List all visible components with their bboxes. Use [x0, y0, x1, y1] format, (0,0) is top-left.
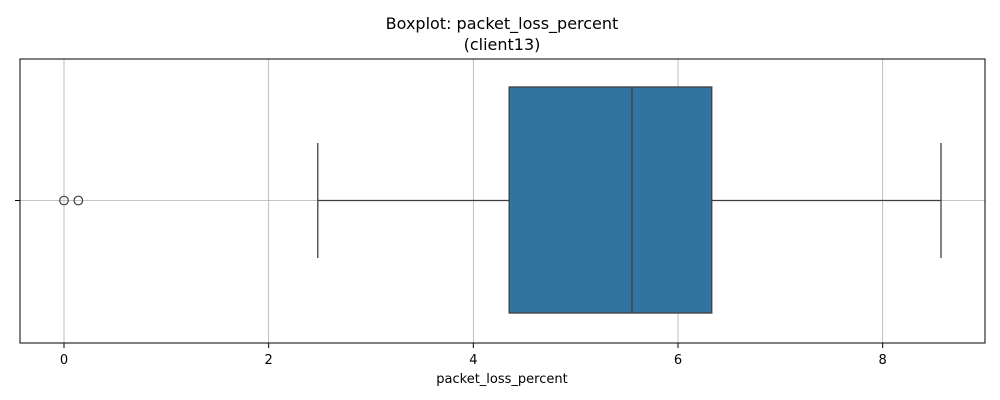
x-tick-label-0: 0 [60, 353, 68, 368]
x-tick-label-2: 4 [469, 353, 477, 368]
x-tick-label-3: 6 [674, 353, 682, 368]
chart-subtitle: (client13) [464, 35, 541, 54]
plot-layer [59, 86, 942, 314]
chart-title: Boxplot: packet_loss_percent [386, 14, 619, 34]
outlier-layer [59, 195, 84, 206]
x-tick-label-4: 8 [879, 353, 887, 368]
outlier-point-0 [59, 195, 69, 206]
x-axis-label: packet_loss_percent [436, 372, 567, 387]
tick-layer: 0 2 4 6 8 [60, 343, 887, 368]
x-tick-label-1: 2 [265, 353, 273, 368]
outlier-point-1 [73, 195, 84, 206]
iqr-box [508, 86, 713, 314]
